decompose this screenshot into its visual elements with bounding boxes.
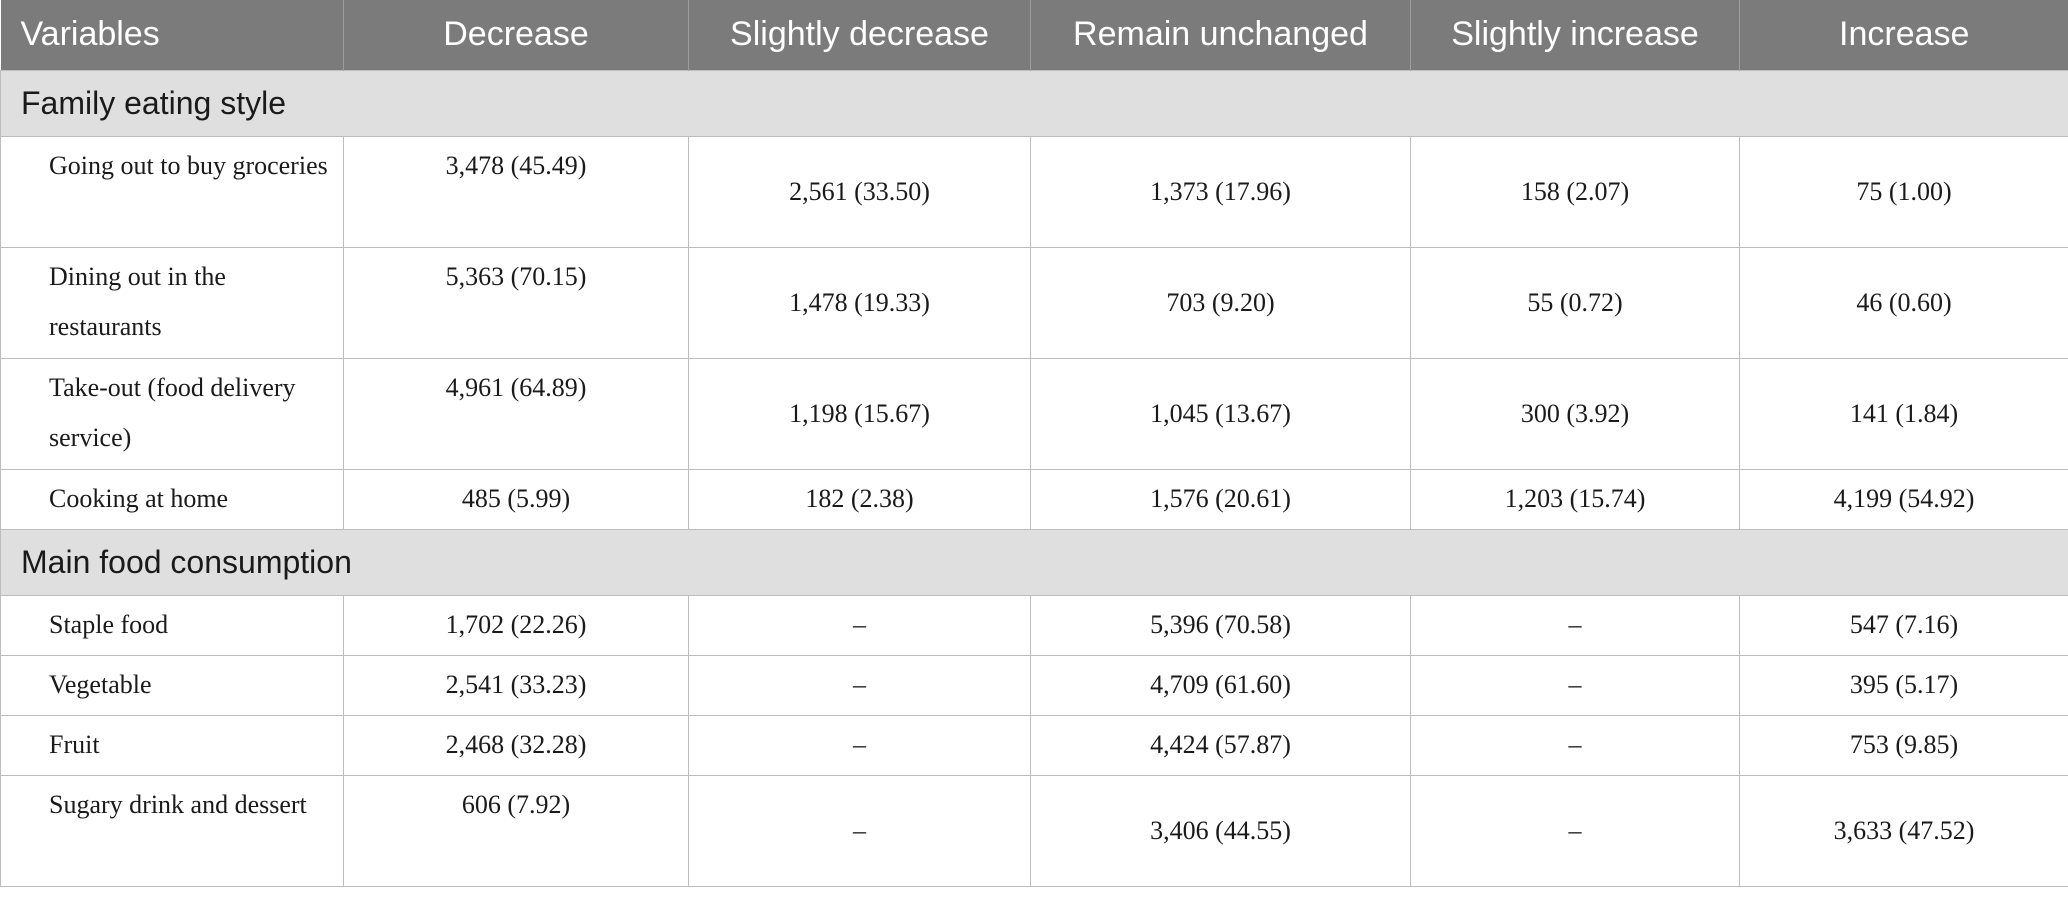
- cell-remain-unchanged: 4,709 (61.60): [1030, 654, 1411, 716]
- cell-increase: 753 (9.85): [1739, 714, 2068, 776]
- cell-remain-unchanged: 703 (9.20): [1030, 246, 1411, 359]
- cell-slightly-decrease: –: [688, 774, 1031, 887]
- header-decrease: Decrease: [343, 0, 689, 70]
- cell-slightly-decrease: –: [688, 594, 1031, 656]
- section-row-main-food-consumption: Main food consumption: [0, 528, 2068, 596]
- cell-remain-unchanged: 3,406 (44.55): [1030, 774, 1411, 887]
- cell-increase: 3,633 (47.52): [1739, 774, 2068, 887]
- cell-slightly-increase: 1,203 (15.74): [1410, 468, 1740, 530]
- cell-slightly-increase: –: [1410, 714, 1740, 776]
- cell-decrease: 485 (5.99): [343, 468, 689, 530]
- cell-slightly-increase: 55 (0.72): [1410, 246, 1740, 359]
- cell-remain-unchanged: 4,424 (57.87): [1030, 714, 1411, 776]
- row-label: Fruit: [0, 714, 344, 776]
- cell-decrease: 2,468 (32.28): [343, 714, 689, 776]
- cell-increase: 75 (1.00): [1739, 135, 2068, 248]
- food-consumption-table: Variables Decrease Slightly decrease Rem…: [0, 0, 2068, 887]
- table-row: Sugary drink and dessert 606 (7.92) – 3,…: [0, 774, 2068, 887]
- header-increase: Increase: [1739, 0, 2068, 70]
- row-label: Cooking at home: [0, 468, 344, 530]
- row-label: Staple food: [0, 594, 344, 656]
- cell-decrease: 2,541 (33.23): [343, 654, 689, 716]
- cell-increase: 547 (7.16): [1739, 594, 2068, 656]
- row-label: Going out to buy groceries: [0, 135, 344, 248]
- cell-decrease: 4,961 (64.89): [343, 357, 689, 470]
- row-label: Take-out (food delivery service): [0, 357, 344, 470]
- cell-remain-unchanged: 1,045 (13.67): [1030, 357, 1411, 470]
- section-title: Family eating style: [0, 69, 2068, 137]
- row-label: Vegetable: [0, 654, 344, 716]
- header-row: Variables Decrease Slightly decrease Rem…: [0, 0, 2068, 70]
- cell-increase: 141 (1.84): [1739, 357, 2068, 470]
- table-row: Vegetable 2,541 (33.23) – 4,709 (61.60) …: [0, 654, 2068, 716]
- cell-increase: 4,199 (54.92): [1739, 468, 2068, 530]
- header-slightly-increase: Slightly increase: [1410, 0, 1740, 70]
- cell-slightly-decrease: 182 (2.38): [688, 468, 1031, 530]
- cell-slightly-increase: –: [1410, 774, 1740, 887]
- table-row: Fruit 2,468 (32.28) – 4,424 (57.87) – 75…: [0, 714, 2068, 776]
- table-body: Family eating style Going out to buy gro…: [0, 69, 2068, 887]
- header-slightly-decrease: Slightly decrease: [688, 0, 1031, 70]
- table-header: Variables Decrease Slightly decrease Rem…: [0, 0, 2068, 70]
- section-title: Main food consumption: [0, 528, 2068, 596]
- table-row: Going out to buy groceries 3,478 (45.49)…: [0, 135, 2068, 248]
- table-row: Take-out (food delivery service) 4,961 (…: [0, 357, 2068, 470]
- table-row: Dining out in the restaurants 5,363 (70.…: [0, 246, 2068, 359]
- cell-remain-unchanged: 5,396 (70.58): [1030, 594, 1411, 656]
- cell-slightly-decrease: –: [688, 714, 1031, 776]
- row-label: Dining out in the restaurants: [0, 246, 344, 359]
- cell-decrease: 606 (7.92): [343, 774, 689, 887]
- header-variables: Variables: [0, 0, 344, 70]
- cell-slightly-increase: –: [1410, 654, 1740, 716]
- cell-decrease: 5,363 (70.15): [343, 246, 689, 359]
- row-label: Sugary drink and dessert: [0, 774, 344, 887]
- cell-slightly-increase: 300 (3.92): [1410, 357, 1740, 470]
- cell-slightly-increase: 158 (2.07): [1410, 135, 1740, 248]
- cell-decrease: 1,702 (22.26): [343, 594, 689, 656]
- cell-increase: 46 (0.60): [1739, 246, 2068, 359]
- cell-slightly-decrease: –: [688, 654, 1031, 716]
- cell-remain-unchanged: 1,576 (20.61): [1030, 468, 1411, 530]
- cell-increase: 395 (5.17): [1739, 654, 2068, 716]
- cell-slightly-decrease: 1,198 (15.67): [688, 357, 1031, 470]
- cell-remain-unchanged: 1,373 (17.96): [1030, 135, 1411, 248]
- cell-slightly-increase: –: [1410, 594, 1740, 656]
- table-row: Staple food 1,702 (22.26) – 5,396 (70.58…: [0, 594, 2068, 656]
- section-row-family-eating-style: Family eating style: [0, 69, 2068, 137]
- cell-slightly-decrease: 2,561 (33.50): [688, 135, 1031, 248]
- cell-slightly-decrease: 1,478 (19.33): [688, 246, 1031, 359]
- header-remain-unchanged: Remain unchanged: [1030, 0, 1411, 70]
- cell-decrease: 3,478 (45.49): [343, 135, 689, 248]
- table-row: Cooking at home 485 (5.99) 182 (2.38) 1,…: [0, 468, 2068, 530]
